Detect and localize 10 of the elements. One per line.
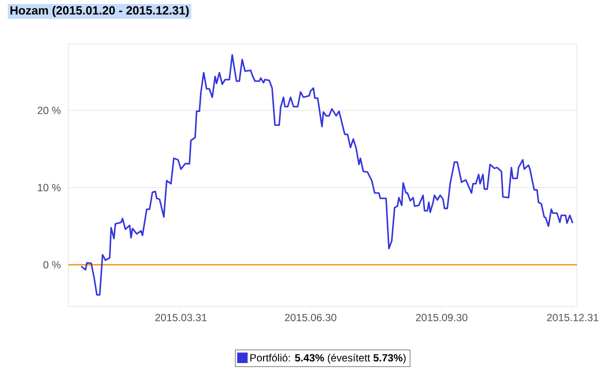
x-tick-label: 2015.09.30: [416, 314, 468, 322]
line-series: [80, 54, 574, 296]
legend-label: Portfólió: 5.43% (évesített 5.73%): [250, 354, 406, 364]
y-tick-label: 10 %: [38, 184, 61, 192]
y-tick-label: 0 %: [43, 261, 61, 269]
x-tick-label: 2015.06.30: [284, 314, 336, 322]
y-tick-label: 20 %: [38, 106, 61, 114]
x-tick-label: 2015.12.31: [547, 314, 598, 322]
chart-title: Hozam (2015.01.20 - 2015.12.31): [10, 6, 189, 18]
x-tick-label: 2015.03.31: [155, 314, 207, 322]
